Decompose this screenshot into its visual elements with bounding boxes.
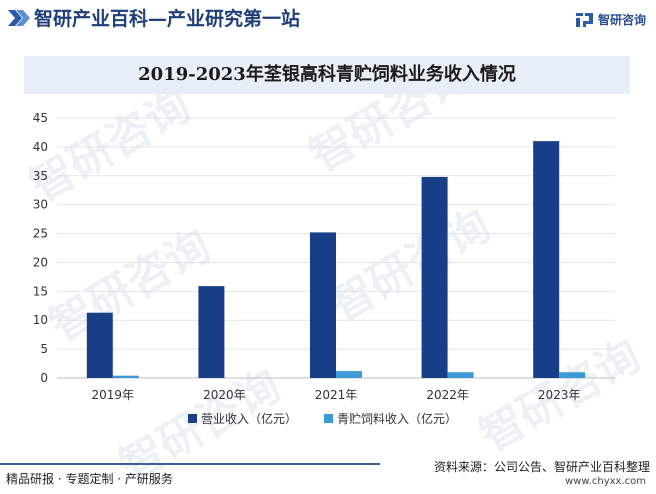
y-tick-label: 25: [33, 227, 48, 241]
footer-divider: [0, 463, 380, 465]
legend-swatch: [324, 414, 333, 423]
bar: [112, 375, 139, 378]
header: 智研产业百科—产业研究第一站 智研咨询: [0, 0, 656, 38]
source-note: 资料来源：公司公告、智研产业百科整理: [433, 460, 650, 474]
x-tick-label: 2022年: [426, 388, 469, 402]
x-tick-label: 2023年: [538, 388, 581, 402]
y-tick-label: 15: [33, 284, 48, 298]
chart-title-bar: 2019-2023年荃银高科青贮饲料业务收入情况: [24, 56, 630, 94]
bar: [86, 312, 113, 378]
bar: [559, 372, 586, 378]
double-chevron-icon: [8, 10, 30, 26]
bar: [336, 371, 362, 378]
bar: [447, 372, 474, 378]
brand: 智研咨询: [575, 11, 646, 28]
y-tick-label: 45: [33, 111, 48, 125]
y-tick-label: 35: [33, 169, 48, 183]
bar: [421, 176, 448, 378]
bar: [533, 141, 560, 378]
y-tick-label: 40: [33, 140, 48, 154]
y-tick-label: 30: [33, 198, 48, 212]
x-tick-label: 2020年: [203, 388, 246, 402]
y-tick-label: 0: [40, 371, 48, 385]
header-title: 智研产业百科—产业研究第一站: [34, 8, 301, 30]
footer-tagline: 精品研报 · 专题定制 · 产研服务: [6, 472, 173, 486]
brand-name: 智研咨询: [597, 13, 646, 27]
x-tick-label: 2019年: [92, 388, 135, 402]
y-tick-label: 5: [40, 342, 48, 356]
x-tick-label: 2021年: [315, 388, 358, 402]
chart-title: 2019-2023年荃银高科青贮饲料业务收入情况: [138, 64, 516, 85]
website-url: www.chyxx.com: [565, 476, 646, 487]
legend-label: 青贮饲料收入（亿元）: [337, 411, 457, 426]
legend-swatch: [188, 414, 197, 423]
brand-logo-icon: [575, 12, 593, 27]
bar-chart: 0 5 10 15 20 25 30 35 40 45 2019年 2020年 2021年 2022年 20…: [33, 111, 615, 426]
bar: [198, 286, 225, 378]
bar: [310, 232, 336, 378]
y-tick-label: 10: [33, 313, 48, 327]
legend-label: 营业收入（亿元）: [201, 411, 297, 426]
y-tick-label: 20: [33, 255, 48, 269]
